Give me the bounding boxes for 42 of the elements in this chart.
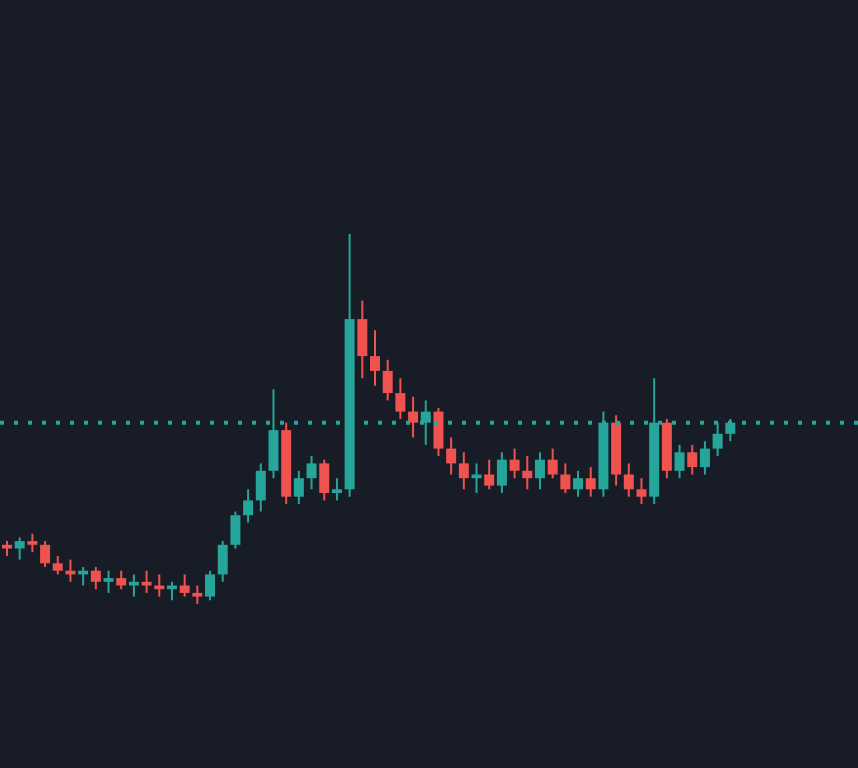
candlestick xyxy=(128,573,139,598)
candlestick xyxy=(573,469,584,498)
candlestick xyxy=(484,458,495,491)
candlestick xyxy=(522,455,533,491)
candlestick xyxy=(458,451,469,491)
candlestick xyxy=(509,447,520,480)
candlestick xyxy=(205,569,216,602)
candlestick xyxy=(674,443,685,480)
candlestick xyxy=(623,462,634,498)
candlestick xyxy=(560,462,571,494)
candlestick xyxy=(547,447,558,480)
candlestick xyxy=(52,554,63,576)
candlestick xyxy=(408,395,419,439)
candlestick xyxy=(585,466,596,498)
candlestick xyxy=(687,443,698,476)
candlestick xyxy=(357,299,368,380)
candlestick xyxy=(243,488,254,524)
candlestick xyxy=(179,573,190,598)
candlestick xyxy=(395,377,406,420)
candlestick xyxy=(141,569,152,594)
candlestick xyxy=(382,358,393,402)
candlestick xyxy=(14,536,25,561)
candlestick xyxy=(699,440,710,476)
candlestick xyxy=(331,477,342,502)
candlestick xyxy=(217,540,228,583)
candlestick xyxy=(433,406,444,457)
candlestick xyxy=(90,566,101,591)
candlestick xyxy=(319,458,330,502)
candlestick xyxy=(293,469,304,506)
candlestick xyxy=(306,455,317,491)
candlestick xyxy=(192,584,203,604)
candlestick xyxy=(636,477,647,506)
candlestick xyxy=(27,532,38,554)
candlestick xyxy=(370,329,380,387)
candlestick xyxy=(103,569,114,594)
candlestick xyxy=(40,540,51,568)
candlestick xyxy=(446,436,457,476)
candlestick xyxy=(116,569,127,591)
candlestick xyxy=(496,451,507,494)
candlestick xyxy=(230,510,241,550)
candlestick xyxy=(255,462,266,513)
candlestick xyxy=(534,451,545,491)
